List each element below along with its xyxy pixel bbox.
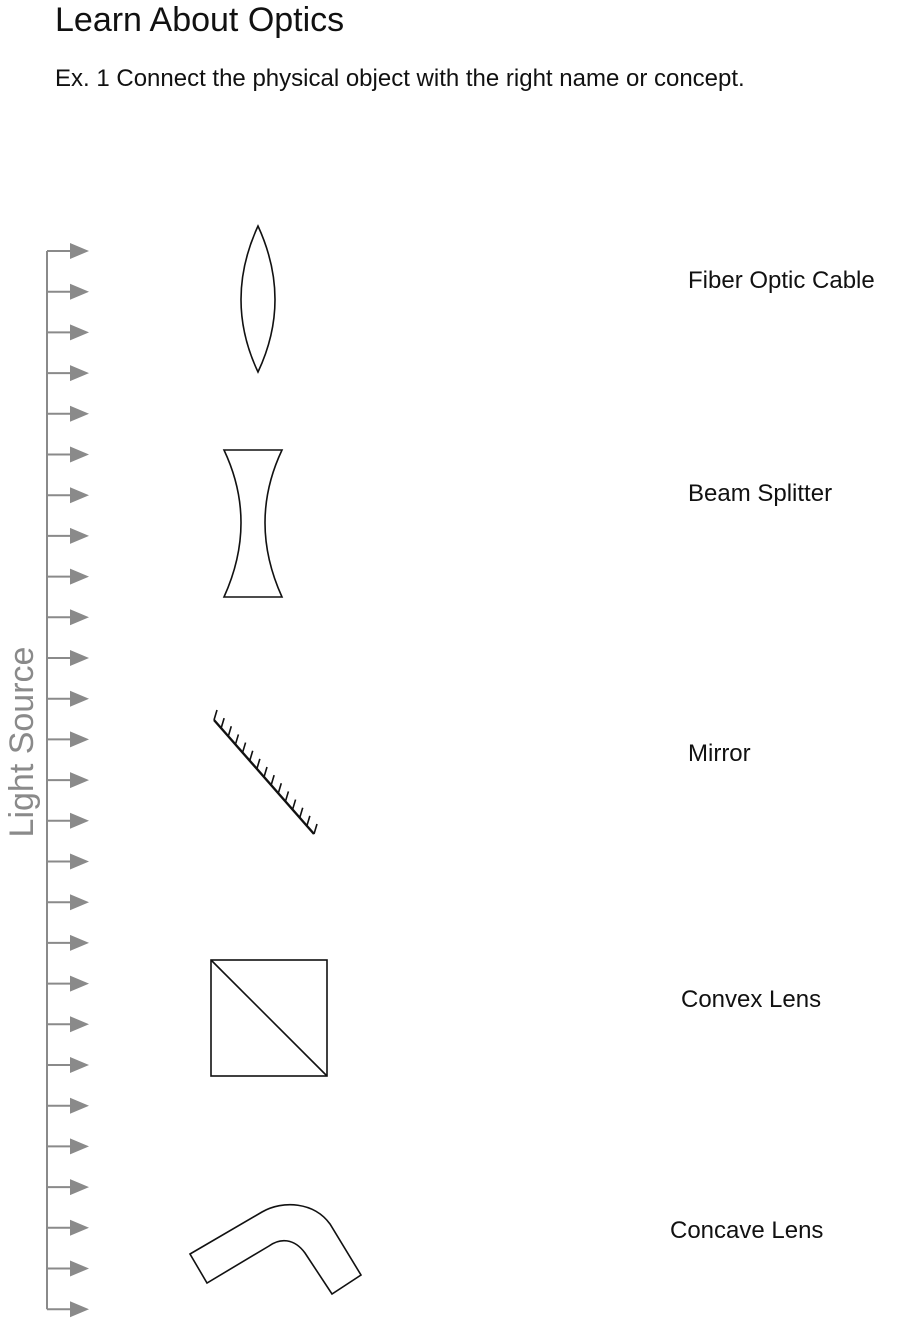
mirror-symbol[interactable] xyxy=(200,700,330,850)
convex-lens-symbol[interactable] xyxy=(226,218,290,382)
light-ray-arrow xyxy=(47,731,89,748)
light-ray-arrow xyxy=(47,772,89,789)
label-beam-splitter[interactable]: Beam Splitter xyxy=(688,480,833,507)
light-ray-arrow xyxy=(47,934,89,951)
light-ray-arrow xyxy=(47,690,89,707)
light-ray-arrow xyxy=(47,487,89,504)
light-ray-arrow xyxy=(47,1179,89,1196)
light-ray-arrow xyxy=(47,1138,89,1155)
label-mirror[interactable]: Mirror xyxy=(688,740,751,767)
light-ray-arrow xyxy=(47,527,89,544)
light-ray-arrow xyxy=(47,405,89,422)
light-ray-arrow xyxy=(47,1016,89,1033)
light-ray-arrow xyxy=(47,812,89,829)
light-ray-arrow xyxy=(47,1301,89,1318)
label-concave-lens[interactable]: Concave Lens xyxy=(670,1217,824,1244)
light-source-arrows xyxy=(46,243,89,1318)
light-ray-arrow xyxy=(47,650,89,666)
exercise-instructions: Ex. 1 Connect the physical object with t… xyxy=(55,65,745,92)
light-ray-arrow xyxy=(47,1057,89,1073)
light-ray-arrow xyxy=(47,1097,89,1114)
light-ray-arrow xyxy=(47,283,89,300)
label-convex-lens[interactable]: Convex Lens xyxy=(681,986,822,1013)
light-ray-arrow xyxy=(47,446,89,463)
light-ray-arrow xyxy=(47,894,89,911)
label-fiber-optic-cable[interactable]: Fiber Optic Cable xyxy=(688,267,875,294)
light-ray-arrow xyxy=(47,324,89,341)
light-ray-arrow xyxy=(47,975,89,992)
fiber-optic-cable-symbol[interactable] xyxy=(180,1194,370,1304)
light-ray-arrow xyxy=(47,243,89,259)
light-ray-arrow xyxy=(47,1260,89,1277)
light-ray-arrow xyxy=(47,1219,89,1236)
beam-splitter-symbol[interactable] xyxy=(205,954,335,1084)
page-title: Learn About Optics xyxy=(55,1,345,39)
light-ray-arrow xyxy=(47,568,89,585)
light-ray-arrow xyxy=(47,853,89,870)
concave-lens-symbol[interactable] xyxy=(214,444,294,604)
light-ray-arrow xyxy=(47,609,89,626)
light-ray-arrow xyxy=(47,365,89,382)
